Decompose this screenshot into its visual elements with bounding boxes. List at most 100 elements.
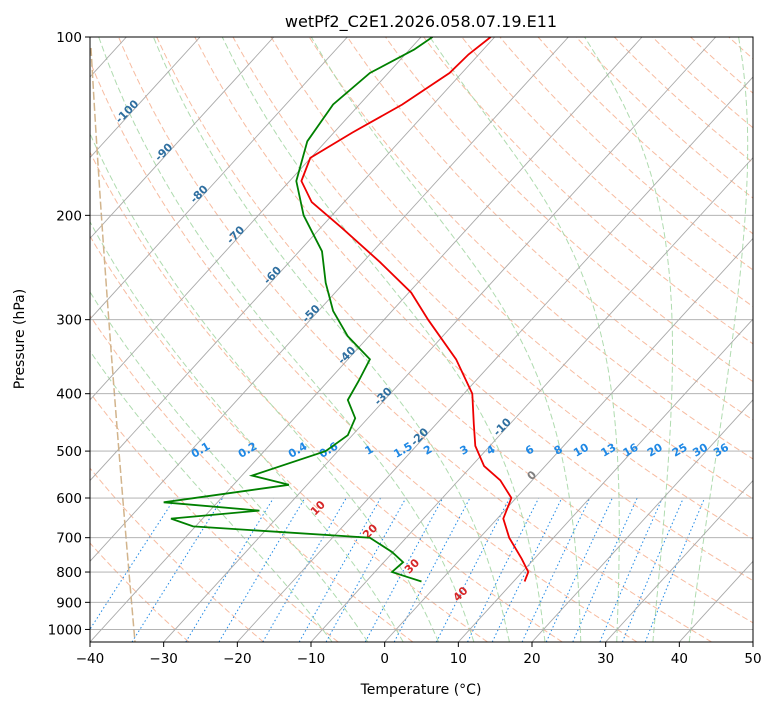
mixing-ratio-label: 30 xyxy=(690,441,710,460)
dry-adiabat xyxy=(90,151,563,642)
x-tick-label: 50 xyxy=(744,651,761,667)
mixing-ratio-line xyxy=(599,497,663,642)
isotherm xyxy=(605,479,753,642)
moist-adiabat xyxy=(90,132,439,642)
y-axis-ticks: 100 200 300 400 500 600 700 800 900 1000 xyxy=(48,30,90,638)
moist-adiabat xyxy=(98,37,475,642)
y-tick-label: 700 xyxy=(56,531,82,547)
moist-adiabat xyxy=(221,37,546,642)
isotherm xyxy=(90,37,201,159)
mixing-ratio-label: 20 xyxy=(645,441,665,460)
isotherm-label: 10 xyxy=(308,498,328,518)
y-tick-label: 300 xyxy=(56,313,82,329)
x-tick-label: 10 xyxy=(450,651,467,667)
dry-adiabat xyxy=(767,37,775,642)
dry-adiabat xyxy=(232,37,753,540)
isotherm xyxy=(90,37,569,562)
reference-curve xyxy=(90,47,136,642)
mixing-ratio-line xyxy=(131,497,224,642)
mixing-ratio-label: 8 xyxy=(552,443,565,458)
dry-adiabat xyxy=(575,37,753,199)
dry-adiabat xyxy=(90,60,638,642)
x-tick-label: −10 xyxy=(297,651,326,667)
plot-frame xyxy=(89,36,754,643)
mixing-ratio-line xyxy=(545,497,613,642)
line-labels: 0.1 0.2 0.4 0.6 1 1.5 2 3 4 6 8 10 13 16 20 25 30 36-100-… xyxy=(113,97,732,604)
isotherm xyxy=(90,37,348,320)
dry-adiabat xyxy=(90,314,414,642)
x-axis-label: Temperature (°C) xyxy=(360,682,482,698)
x-axis-ticks: −40 −30 −20 −10 0 10 20 30 40 50 xyxy=(76,642,762,667)
isotherm-label: 30 xyxy=(402,556,422,576)
dry-adiabat xyxy=(90,235,488,642)
x-tick-label: 30 xyxy=(597,651,614,667)
dry-adiabat xyxy=(156,37,753,624)
y-tick-label: 600 xyxy=(56,491,82,507)
dry-adiabat xyxy=(90,467,264,642)
dry-adiabat xyxy=(499,37,753,271)
mixing-ratio-label: 3 xyxy=(458,443,471,458)
moist-adiabat xyxy=(152,37,510,642)
y-tick-label: 900 xyxy=(56,595,82,611)
chart-title: wetPf2_C2E1.2026.058.07.19.E11 xyxy=(285,12,557,32)
x-tick-label: 0 xyxy=(380,651,389,667)
mixing-ratio-line xyxy=(435,497,511,642)
mixing-ratio-label: 1 xyxy=(363,443,376,458)
x-tick-label: −20 xyxy=(223,651,252,667)
mixing-ratio-label: 0.2 xyxy=(236,440,259,461)
mixing-ratio-line xyxy=(393,497,471,642)
background-lines xyxy=(90,37,775,642)
dry-adiabat xyxy=(90,542,190,642)
dry-adiabat xyxy=(652,37,753,129)
temperature-series xyxy=(300,37,530,582)
dry-adiabat xyxy=(308,37,753,460)
mixing-ratio-line xyxy=(521,497,591,642)
mixing-ratio-line xyxy=(467,497,540,642)
mixing-ratio-line xyxy=(185,497,274,642)
dry-adiabat xyxy=(423,37,753,345)
isotherm xyxy=(90,37,643,642)
mixing-ratio-line xyxy=(218,497,306,642)
isotherm xyxy=(310,156,753,642)
dry-adiabat xyxy=(537,37,753,235)
moist-adiabat xyxy=(584,37,673,642)
mixing-ratio-line xyxy=(572,497,638,642)
isotherm-label: -50 xyxy=(300,302,323,325)
y-tick-label: 500 xyxy=(56,444,82,460)
isotherm xyxy=(752,641,753,642)
moist-adiabat xyxy=(90,220,404,642)
y-axis-label: Pressure (hPa) xyxy=(12,289,28,389)
isotherm xyxy=(163,37,717,642)
x-tick-label: 40 xyxy=(671,651,688,667)
moist-adiabat xyxy=(90,350,333,642)
dry-adiabat xyxy=(270,37,753,500)
mixing-ratio-label: 0.1 xyxy=(189,440,212,461)
isotherm xyxy=(90,37,275,240)
moist-adiabat xyxy=(688,37,749,642)
dry-adiabat xyxy=(90,391,339,642)
dry-adiabat xyxy=(346,37,753,421)
y-tick-label: 100 xyxy=(56,30,82,46)
y-tick-label: 200 xyxy=(56,208,82,224)
isotherm-label: -30 xyxy=(372,384,395,407)
mixing-ratio-label: 4 xyxy=(484,442,497,457)
dry-adiabat xyxy=(461,37,753,308)
mixing-ratio-line xyxy=(364,497,444,642)
mixing-ratio-line xyxy=(644,497,706,642)
mixing-ratio-label: 25 xyxy=(670,441,690,460)
dry-adiabat xyxy=(728,37,753,60)
isotherm-label: -40 xyxy=(335,344,358,367)
y-tick-label: 1000 xyxy=(48,622,82,638)
isotherm-label: -100 xyxy=(113,97,142,126)
mixing-ratio-label: 10 xyxy=(571,441,591,460)
y-tick-label: 400 xyxy=(56,387,82,403)
dry-adiabat xyxy=(118,37,712,642)
mixing-ratio-label: 16 xyxy=(621,441,641,460)
x-tick-label: 20 xyxy=(523,651,540,667)
mixing-ratio-line xyxy=(491,497,563,642)
isotherm-label: -80 xyxy=(188,182,211,205)
isotherm-label: -10 xyxy=(491,415,514,438)
isotherm xyxy=(90,37,496,482)
isotherm xyxy=(237,76,753,642)
